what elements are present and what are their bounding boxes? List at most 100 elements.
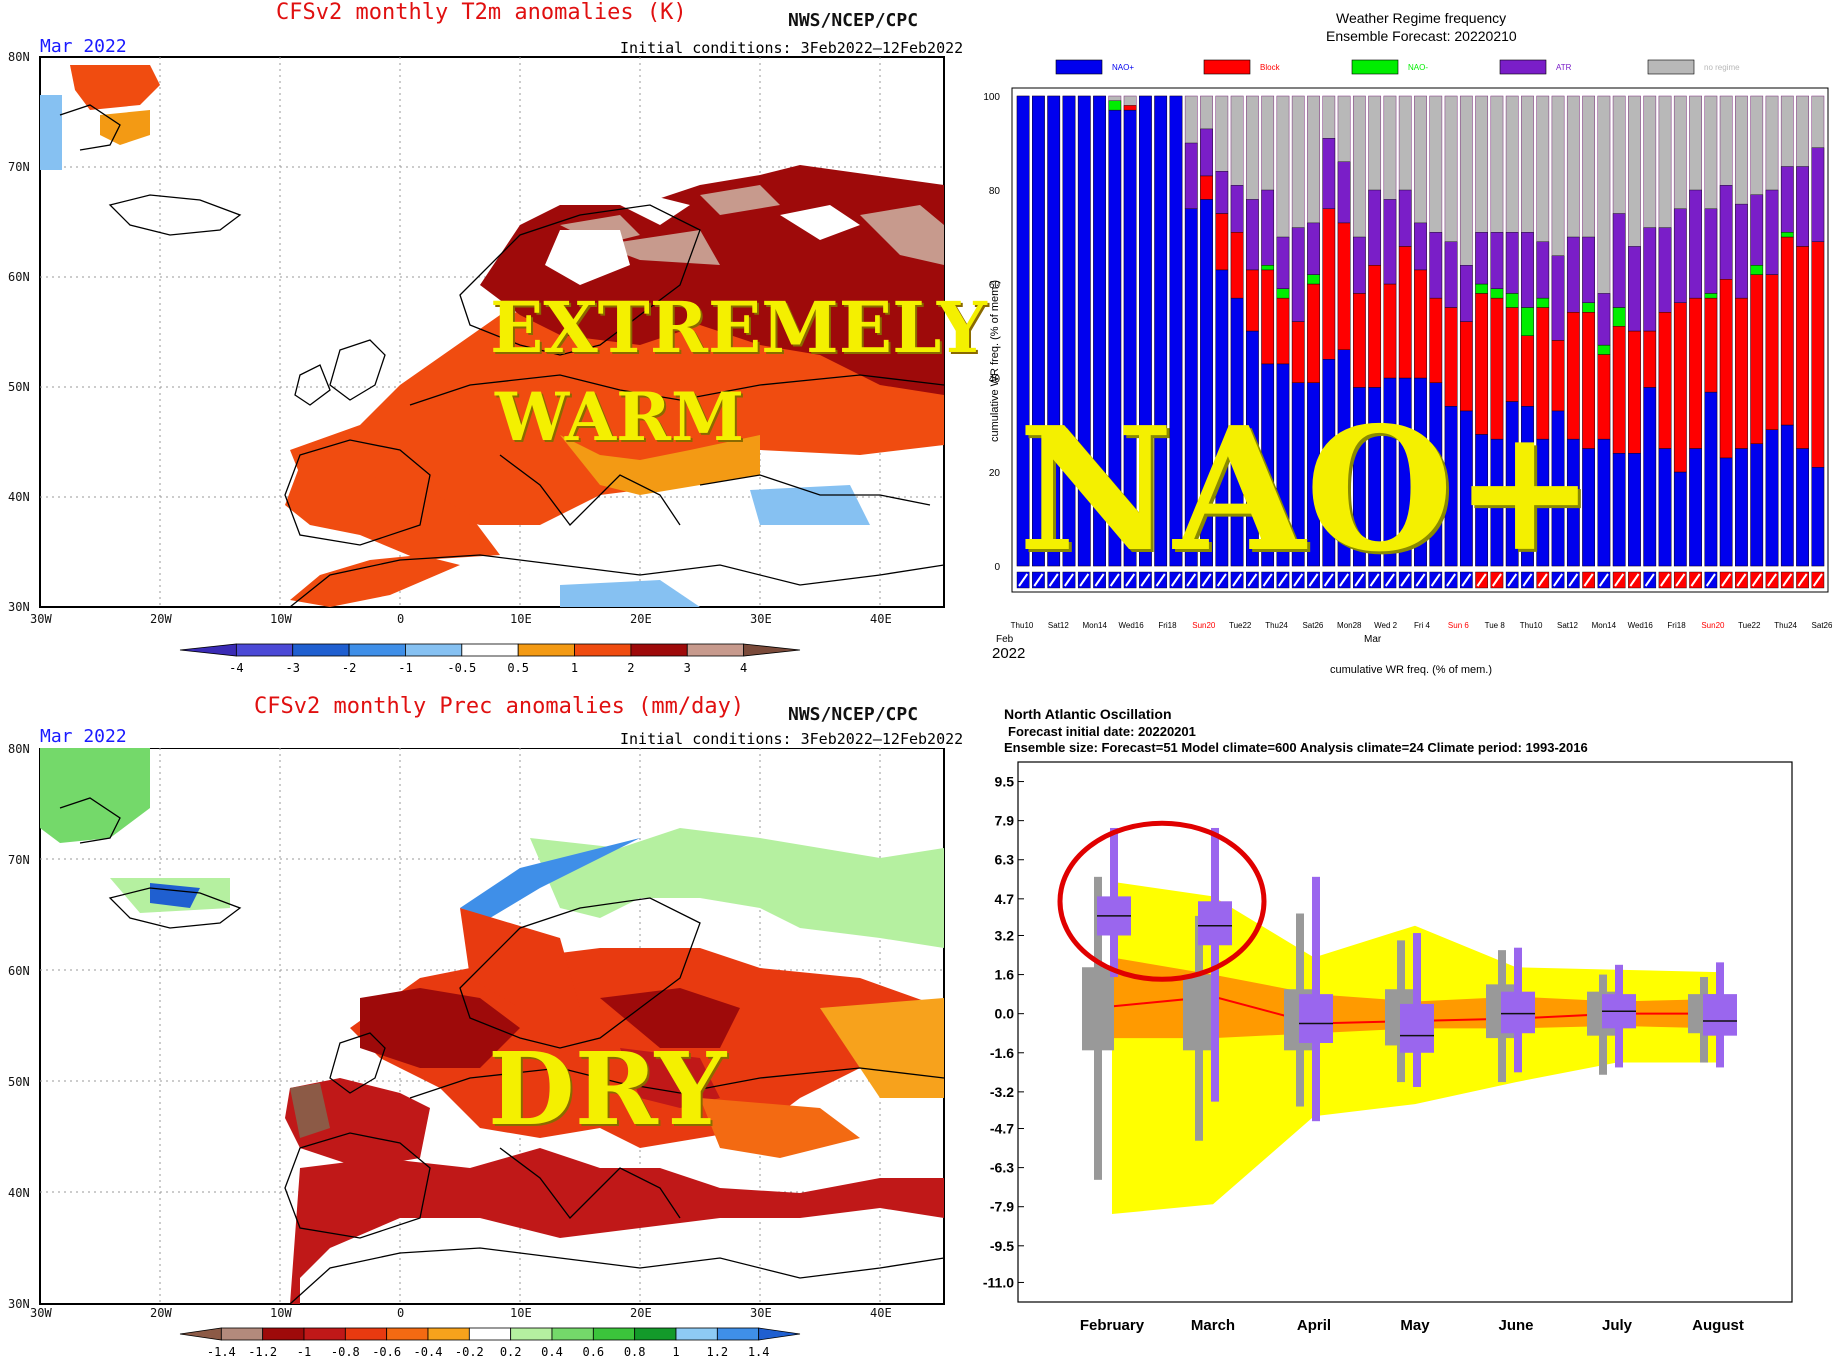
- regime-bar-atr: [1597, 293, 1611, 346]
- regime-bar-atr: [1368, 189, 1381, 266]
- regime-dominant-hatch: [1384, 573, 1395, 587]
- regime-dominant-hatch: [1277, 573, 1288, 587]
- regime-bar-atr: [1475, 232, 1488, 285]
- nao-y-tick: -3.2: [990, 1084, 1014, 1100]
- nao-y-tick: -9.5: [990, 1238, 1014, 1254]
- prec-anomaly-fields: [40, 748, 944, 1304]
- t2m-lat-40: 40N: [8, 490, 30, 504]
- regime-x-tick: Sat26: [1812, 621, 1832, 630]
- nao-y-tick: -1.6: [990, 1045, 1014, 1061]
- regime-bar-atr: [1322, 138, 1336, 210]
- regime-dominant-hatch: [1048, 573, 1059, 587]
- prec-init: Initial conditions: 3Feb2022–12Feb2022: [620, 730, 964, 748]
- t2m-lon-10w: 10W: [270, 612, 292, 626]
- prec-lat-30: 30N: [8, 1297, 30, 1311]
- t2m-colorbar-swatch: [461, 643, 519, 657]
- nao-purple-box: [1703, 994, 1737, 1036]
- t2m-lon-20w: 20W: [150, 612, 172, 626]
- regime-x-tick: Wed16: [1118, 621, 1144, 630]
- prec-colorbar-label: 0.6: [582, 1345, 604, 1359]
- regime-bar-naoplus: [1062, 95, 1076, 567]
- t2m-colorbar-label: -0.5: [447, 661, 476, 675]
- regime-bar-block: [1368, 265, 1381, 388]
- regime-dominant-hatch: [1171, 573, 1181, 587]
- regime-x-tick: Tue22: [1738, 621, 1761, 630]
- regime-legend-swatch: [1055, 59, 1103, 75]
- prec-lon-10w: 10W: [270, 1306, 292, 1320]
- regime-x-tick: Tue 8: [1485, 621, 1506, 630]
- regime-dominant-hatch: [1537, 573, 1548, 587]
- t2m-lat-30: 30N: [8, 600, 30, 614]
- prec-colorbar-label: -0.2: [455, 1345, 484, 1359]
- regime-dominant-hatch: [1186, 573, 1197, 587]
- nao-gray-box: [1183, 974, 1215, 1051]
- nao-y-tick: 7.9: [995, 813, 1015, 829]
- regime-bar-atr: [1750, 194, 1764, 266]
- t2m-lat-50: 50N: [8, 380, 30, 394]
- prec-lat-60: 60N: [8, 964, 30, 978]
- regime-x-tick: Fri 4: [1414, 621, 1431, 630]
- t2m-colorbar-swatch: [630, 643, 688, 657]
- regime-bar-atr: [1414, 222, 1427, 271]
- t2m-lon-0: 0: [397, 612, 405, 626]
- prec-panel: CFSv2 monthly Prec anomalies (mm/day) NW…: [0, 690, 964, 1372]
- regime-bar-atr: [1719, 185, 1733, 280]
- regime-bar-atr: [1811, 147, 1825, 242]
- nao-y-tick: -6.3: [990, 1160, 1014, 1176]
- regime-bar-naominus: [1276, 288, 1290, 299]
- regime-bar-block: [1246, 269, 1259, 332]
- regime-bar-atr: [1780, 166, 1794, 233]
- regime-bar-naominus: [1307, 274, 1320, 285]
- prec-colorbar-swatch: [758, 1327, 801, 1341]
- regime-bar-atr: [1200, 128, 1213, 177]
- regime-bar-block: [1414, 269, 1427, 379]
- regime-bar-atr: [1261, 189, 1275, 266]
- t2m-map: [39, 56, 945, 608]
- regime-bar-naominus: [1750, 265, 1764, 275]
- t2m-colorbar-label: 2: [627, 661, 634, 675]
- nao-month-label: August: [1692, 1317, 1744, 1334]
- prec-lat-50: 50N: [8, 1075, 30, 1089]
- prec-colorbar-label: -0.4: [414, 1345, 443, 1359]
- regime-bar-block: [1322, 208, 1336, 360]
- t2m-panel: CFSv2 monthly T2m anomalies (K) NWS/NCEP…: [0, 0, 987, 680]
- regime-legend-label: ATR: [1556, 63, 1572, 72]
- nao-y-tick: 9.5: [995, 774, 1015, 790]
- nao-month-label: June: [1498, 1317, 1533, 1334]
- regime-dominant-hatch: [1782, 573, 1793, 587]
- prec-colorbar-swatch: [262, 1327, 305, 1341]
- regime-bar-naoplus: [1750, 443, 1764, 567]
- nao-y-tick: 4.7: [995, 891, 1015, 907]
- regime-bar-atr: [1215, 170, 1229, 214]
- regime-bar-block: [1429, 297, 1443, 383]
- t2m-lon-30w: 30W: [30, 612, 52, 626]
- prec-colorbar-swatch: [179, 1327, 222, 1341]
- regime-bar-naominus: [1505, 293, 1519, 308]
- regime-bar-naoplus: [1780, 424, 1794, 567]
- regime-dominant-hatch: [1369, 573, 1380, 587]
- prec-lon-30e: 30E: [750, 1306, 772, 1320]
- prec-colorbar-label: 1.2: [706, 1345, 728, 1359]
- regime-month-feb: Feb: [996, 634, 1014, 645]
- regime-bar-naominus: [1521, 307, 1534, 336]
- regime-dominant-hatch: [1568, 573, 1579, 587]
- regime-x-tick: Thu10: [1011, 621, 1034, 630]
- prec-colorbar-label: -0.6: [372, 1345, 401, 1359]
- regime-legend-label: NAO+: [1112, 63, 1134, 72]
- regime-bar-naoplus: [1169, 95, 1183, 567]
- regime-bar-naoplus: [1032, 95, 1045, 567]
- regime-xlabel: cumulative WR freq. (% of mem.): [1330, 664, 1492, 676]
- t2m-anomaly-fields: [40, 65, 944, 607]
- prec-lon-40e: 40E: [870, 1306, 892, 1320]
- regime-bar-atr: [1291, 227, 1305, 322]
- regime-bar-naominus: [1490, 288, 1504, 299]
- t2m-colorbar-swatch: [405, 643, 463, 657]
- regime-bar-atr: [1337, 161, 1351, 224]
- regime-bar-naoplus: [1735, 448, 1748, 567]
- nao-purple-whisker: [1211, 827, 1219, 1102]
- regime-bar-naoplus: [1811, 467, 1825, 567]
- regime-dominant-hatch: [1660, 573, 1670, 587]
- regime-bar-block: [1750, 274, 1764, 445]
- prec-month: Mar 2022: [40, 726, 127, 747]
- nao-month-label: February: [1080, 1317, 1145, 1334]
